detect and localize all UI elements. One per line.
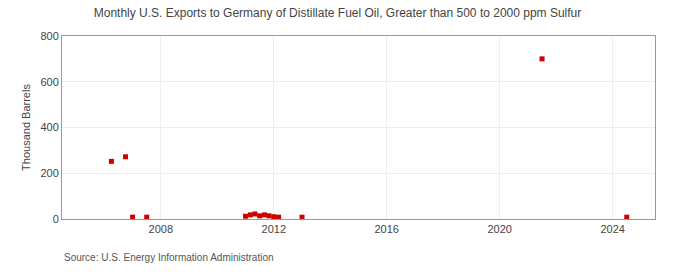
svg-text:Monthly U.S. Exports to German: Monthly U.S. Exports to Germany of Disti… <box>94 6 582 20</box>
svg-text:400: 400 <box>40 121 58 133</box>
svg-text:600: 600 <box>40 76 58 88</box>
svg-text:2020: 2020 <box>487 223 511 235</box>
svg-text:Thousand Barrels: Thousand Barrels <box>20 84 32 171</box>
svg-text:2024: 2024 <box>600 223 624 235</box>
svg-text:Source: U.S. Energy Informatio: Source: U.S. Energy Information Administ… <box>64 252 274 263</box>
svg-text:0: 0 <box>53 213 59 225</box>
svg-text:2016: 2016 <box>374 223 398 235</box>
svg-text:2008: 2008 <box>149 223 173 235</box>
svg-text:2012: 2012 <box>262 223 286 235</box>
svg-text:800: 800 <box>40 30 58 42</box>
svg-text:200: 200 <box>40 167 58 179</box>
